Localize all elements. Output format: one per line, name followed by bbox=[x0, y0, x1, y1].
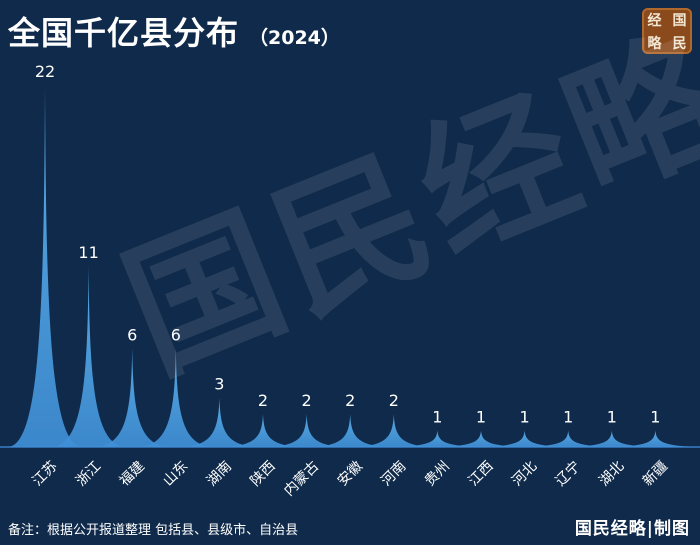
value-label: 6 bbox=[127, 325, 137, 344]
logo-char: 国 bbox=[672, 12, 687, 29]
category-label: 河南 bbox=[378, 458, 409, 489]
category-label: 湖南 bbox=[204, 458, 235, 489]
value-label: 1 bbox=[520, 408, 530, 427]
value-label: 3 bbox=[214, 375, 224, 394]
bar-湖北 bbox=[574, 430, 649, 447]
category-label: 江西 bbox=[465, 458, 496, 489]
value-label: 22 bbox=[35, 62, 55, 81]
bar-新疆 bbox=[618, 430, 693, 447]
category-label: 湖北 bbox=[596, 458, 627, 489]
bar-贵州 bbox=[400, 430, 475, 447]
bar-湖南 bbox=[182, 397, 257, 447]
category-label: 江苏 bbox=[29, 458, 60, 489]
bar-江西 bbox=[444, 430, 518, 447]
brand-logo: 经 国 略 民 bbox=[642, 8, 692, 54]
bar-江苏 bbox=[8, 85, 82, 447]
bar-山东 bbox=[138, 348, 213, 447]
credit: 国民经略|制图 bbox=[574, 519, 690, 539]
bar-福建 bbox=[95, 348, 170, 447]
bar-内蒙古 bbox=[269, 414, 344, 447]
value-label: 1 bbox=[607, 408, 617, 427]
chart-title: 全国千亿县分布 bbox=[8, 14, 240, 52]
chart-marks: 22江苏11浙江6福建6山东3湖南2陕西2内蒙古2安徽2河南1贵州1江西1河北1… bbox=[8, 62, 693, 499]
chart-subtitle: （2024） bbox=[249, 27, 340, 49]
value-label: 1 bbox=[563, 408, 573, 427]
value-label: 2 bbox=[258, 391, 268, 410]
value-label: 11 bbox=[78, 243, 98, 262]
value-label: 2 bbox=[302, 391, 312, 410]
bar-陕西 bbox=[226, 414, 300, 447]
category-label: 河北 bbox=[509, 458, 540, 489]
category-label: 浙江 bbox=[73, 458, 104, 489]
logo-char: 经 bbox=[647, 12, 662, 29]
title-row: 全国千亿县分布 （2024） bbox=[8, 8, 340, 52]
category-label: 山东 bbox=[160, 458, 191, 489]
value-label: 2 bbox=[345, 391, 355, 410]
category-label: 陕西 bbox=[247, 458, 278, 489]
bar-浙江 bbox=[51, 266, 126, 447]
category-label: 安徽 bbox=[335, 458, 366, 489]
footnote: 备注：根据公开报道整理 包括县、县级市、自治县 bbox=[8, 523, 299, 538]
bar-安徽 bbox=[313, 414, 388, 447]
category-label: 贵州 bbox=[422, 458, 453, 489]
category-label: 新疆 bbox=[640, 458, 671, 489]
category-label: 辽宁 bbox=[552, 458, 584, 490]
value-label: 6 bbox=[171, 325, 181, 344]
logo-char: 略 bbox=[647, 35, 662, 52]
bar-河南 bbox=[356, 414, 431, 447]
value-label: 1 bbox=[432, 408, 442, 427]
value-label: 1 bbox=[476, 408, 486, 427]
bar-辽宁 bbox=[531, 430, 606, 447]
category-label: 福建 bbox=[117, 458, 148, 489]
category-label: 内蒙古 bbox=[281, 458, 322, 499]
value-label: 2 bbox=[389, 391, 399, 410]
bar-河北 bbox=[487, 430, 562, 447]
logo-char: 民 bbox=[672, 35, 687, 52]
value-label: 1 bbox=[650, 408, 660, 427]
